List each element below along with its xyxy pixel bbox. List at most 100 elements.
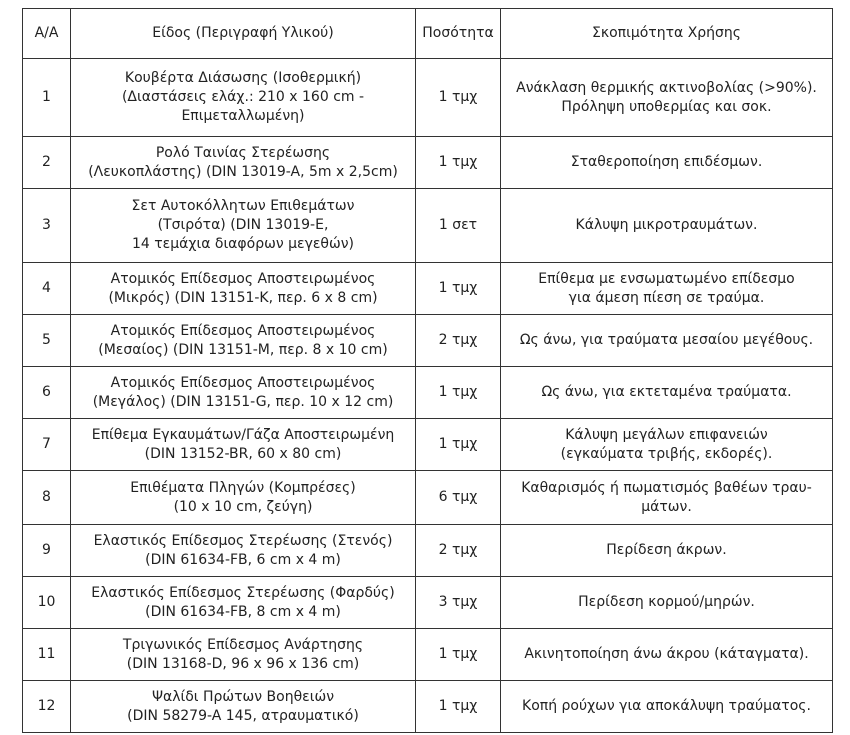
cell-text: 1 τμχ	[438, 436, 478, 452]
header-cell: Είδος (Περιγραφή Υλικού)	[70, 8, 416, 59]
header-row: Α/Α Είδος (Περιγραφή Υλικού) Ποσότητα Σκοπι…	[22, 8, 833, 59]
supplies-table: Α/Α Είδος (Περιγραφή Υλικού) Ποσότητα Σκοπι…	[22, 8, 833, 733]
cell-text: Σετ Αυτοκόλλητων Επιθεμάτων	[131, 198, 355, 214]
cell-text: Ανάκλαση θερμικής ακτινοβολίας (>90%).	[516, 79, 817, 96]
cell-text: 14 τεμάχια διαφόρων μεγεθών)	[131, 236, 354, 252]
cell-text: (DIN 13152-BR, 60 x 80 cm)	[144, 445, 342, 462]
cell: Ατομικός Επίδεσμος Αποστειρωμένος (Μικρός…	[70, 262, 416, 315]
cell-text: Επίθεμα με ενσωματωμένο επίδεσμο	[538, 270, 795, 287]
cell-text: Ακινητοποίηση άνω άκρου (κάταγματα).	[524, 646, 809, 662]
cell-text: (εγκαύματα τριβής, εκδορές).	[560, 445, 773, 462]
cell-text: Ψαλίδι Πρώτων Βοηθειών	[151, 688, 335, 705]
table-row: 2 Ρολό Ταινίας Στερέωσης (Λευκοπλάστης) (D…	[22, 136, 833, 189]
cell-text: 11	[37, 646, 56, 662]
cell-text: 2	[42, 154, 51, 170]
cell-text: (10 x 10 cm, ζεύγη)	[173, 498, 313, 515]
cell: Περίδεση κορμού/μηρών.	[500, 576, 833, 629]
table-row: 9 Ελαστικός Επίδεσμος Στερέωσης (Στενός) (…	[22, 524, 833, 577]
cell-text: Επίθεμα Εγκαυμάτων/Γάζα Αποστειρωμένη	[91, 426, 395, 443]
cell-text: Κάλυψη μεγάλων επιφανειών	[565, 426, 768, 443]
cell-text: (Μικρός) (DIN 13151-K, περ. 6 x 8 cm)	[108, 289, 378, 306]
cell-text: (DIN 13168-D, 96 x 96 x 136 cm)	[126, 655, 360, 672]
cell-text: Ατομικός Επίδεσμος Αποστειρωμένος	[110, 270, 376, 287]
cell: 12	[22, 680, 71, 733]
cell-text: μάτων.	[641, 498, 692, 515]
cell: 6	[22, 366, 71, 419]
cell: Κουβέρτα Διάσωσης (Ισοθερμική) (Διαστάσει…	[70, 58, 416, 137]
cell-text: 3	[42, 217, 51, 233]
cell: 2 τμχ	[415, 524, 501, 577]
cell: 1 σετ	[415, 188, 501, 263]
cell: 2	[22, 136, 71, 189]
cell: 4	[22, 262, 71, 315]
cell-text: 10	[37, 594, 56, 610]
cell-text: Είδος (Περιγραφή Υλικού)	[152, 25, 334, 41]
cell: Ελαστικός Επίδεσμος Στερέωσης (Φαρδύς) (D…	[70, 576, 416, 629]
cell: 3 τμχ	[415, 576, 501, 629]
table-row: 5 Ατομικός Επίδεσμος Αποστειρωμένος (Μεσαί…	[22, 314, 833, 367]
table-row: 4 Ατομικός Επίδεσμος Αποστειρωμένος (Μικρό…	[22, 262, 833, 315]
cell-text: Περίδεση κορμού/μηρών.	[578, 594, 755, 610]
cell: 1 τμχ	[415, 58, 501, 137]
cell: Ως άνω, για εκτεταμένα τραύματα.	[500, 366, 833, 419]
cell: 1 τμχ	[415, 262, 501, 315]
cell: Ατομικός Επίδεσμος Αποστειρωμένος (Μεσαίο…	[70, 314, 416, 367]
cell: Σετ Αυτοκόλλητων Επιθεμάτων (Τσιρότα) (DI…	[70, 188, 416, 263]
cell: Σταθεροποίηση επιδέσμων.	[500, 136, 833, 189]
cell: Ανάκλαση θερμικής ακτινοβολίας (>90%). Πρ…	[500, 58, 833, 137]
cell: Ακινητοποίηση άνω άκρου (κάταγματα).	[500, 628, 833, 681]
cell: Ατομικός Επίδεσμος Αποστειρωμένος (Μεγάλο…	[70, 366, 416, 419]
cell: 9	[22, 524, 71, 577]
cell: Κοπή ρούχων για αποκάλυψη τραύματος.	[500, 680, 833, 733]
cell-text: Καθαρισμός ή πωματισμός βαθέων τραυ-	[521, 479, 812, 496]
cell: Επίθεμα Εγκαυμάτων/Γάζα Αποστειρωμένη (DI…	[70, 418, 416, 471]
table-row: 7 Επίθεμα Εγκαυμάτων/Γάζα Αποστειρωμένη (D…	[22, 418, 833, 471]
cell-text: 6 τμχ	[438, 489, 478, 505]
header-cell: Α/Α	[22, 8, 71, 59]
cell-text: 8	[42, 489, 51, 505]
cell-text: Κοπή ρούχων για αποκάλυψη τραύματος.	[522, 698, 811, 714]
cell: 10	[22, 576, 71, 629]
cell: 1 τμχ	[415, 136, 501, 189]
cell-text: 1	[42, 89, 51, 105]
cell-text: Επιθέματα Πληγών (Κομπρέσες)	[130, 479, 356, 496]
table-row: 6 Ατομικός Επίδεσμος Αποστειρωμένος (Μεγάλ…	[22, 366, 833, 419]
cell-text: (DIN 61634-FB, 8 cm x 4 m)	[145, 603, 341, 620]
cell-text: Ποσότητα	[422, 25, 494, 41]
cell: Ως άνω, για τραύματα μεσαίου μεγέθους.	[500, 314, 833, 367]
cell-text: Ελαστικός Επίδεσμος Στερέωσης (Στενός)	[93, 532, 393, 549]
cell-text: (Διαστάσεις ελάχ.: 210 x 160 cm -	[121, 89, 365, 105]
cell-text: 1 τμχ	[438, 698, 478, 714]
cell-text: (Μεσαίος) (DIN 13151-M, περ. 8 x 10 cm)	[98, 341, 388, 358]
table-row: 3 Σετ Αυτοκόλλητων Επιθεμάτων (Τσιρότα) (D…	[22, 188, 833, 263]
cell-text: Σκοπιμότητα Χρήσης	[591, 25, 742, 41]
cell-text: 1 τμχ	[438, 384, 478, 400]
cell-text: 1 τμχ	[438, 89, 478, 105]
cell-text: 9	[42, 542, 51, 558]
cell-text: 7	[42, 436, 51, 452]
header-cell: Ποσότητα	[415, 8, 501, 59]
cell-text: Πρόληψη υποθερμίας και σοκ.	[561, 98, 772, 115]
cell: Κάλυψη μεγάλων επιφανειών (εγκαύματα τριβ…	[500, 418, 833, 471]
cell: 8	[22, 470, 71, 525]
cell: 7	[22, 418, 71, 471]
table-row: 1 Κουβέρτα Διάσωσης (Ισοθερμική) (Διαστάσε…	[22, 58, 833, 137]
cell-text: Ως άνω, για τραύματα μεσαίου μεγέθους.	[519, 332, 814, 348]
cell-text: (DIN 58279-A 145, ατραυματικό)	[127, 707, 359, 724]
cell: Τριγωνικός Επίδεσμος Ανάρτησης (DIN 13168…	[70, 628, 416, 681]
cell-text: (DIN 61634-FB, 6 cm x 4 m)	[145, 551, 341, 568]
cell-text: Περίδεση άκρων.	[606, 542, 727, 558]
cell-text: 12	[37, 698, 56, 714]
cell: 1	[22, 58, 71, 137]
cell: Ελαστικός Επίδεσμος Στερέωσης (Στενός) (D…	[70, 524, 416, 577]
cell-text: Ως άνω, για εκτεταμένα τραύματα.	[541, 384, 792, 400]
table-wrapper: Α/Α Είδος (Περιγραφή Υλικού) Ποσότητα Σκοπι…	[22, 8, 833, 733]
cell: Περίδεση άκρων.	[500, 524, 833, 577]
cell-text: Τριγωνικός Επίδεσμος Ανάρτησης	[122, 636, 364, 653]
cell-text: Α/Α	[34, 25, 59, 41]
cell-text: Επιμεταλλωμένη)	[181, 108, 305, 124]
cell: 1 τμχ	[415, 366, 501, 419]
cell-text: 1 τμχ	[438, 154, 478, 170]
table-row: 11 Τριγωνικός Επίδεσμος Ανάρτησης (DIN 131…	[22, 628, 833, 681]
cell: 3	[22, 188, 71, 263]
